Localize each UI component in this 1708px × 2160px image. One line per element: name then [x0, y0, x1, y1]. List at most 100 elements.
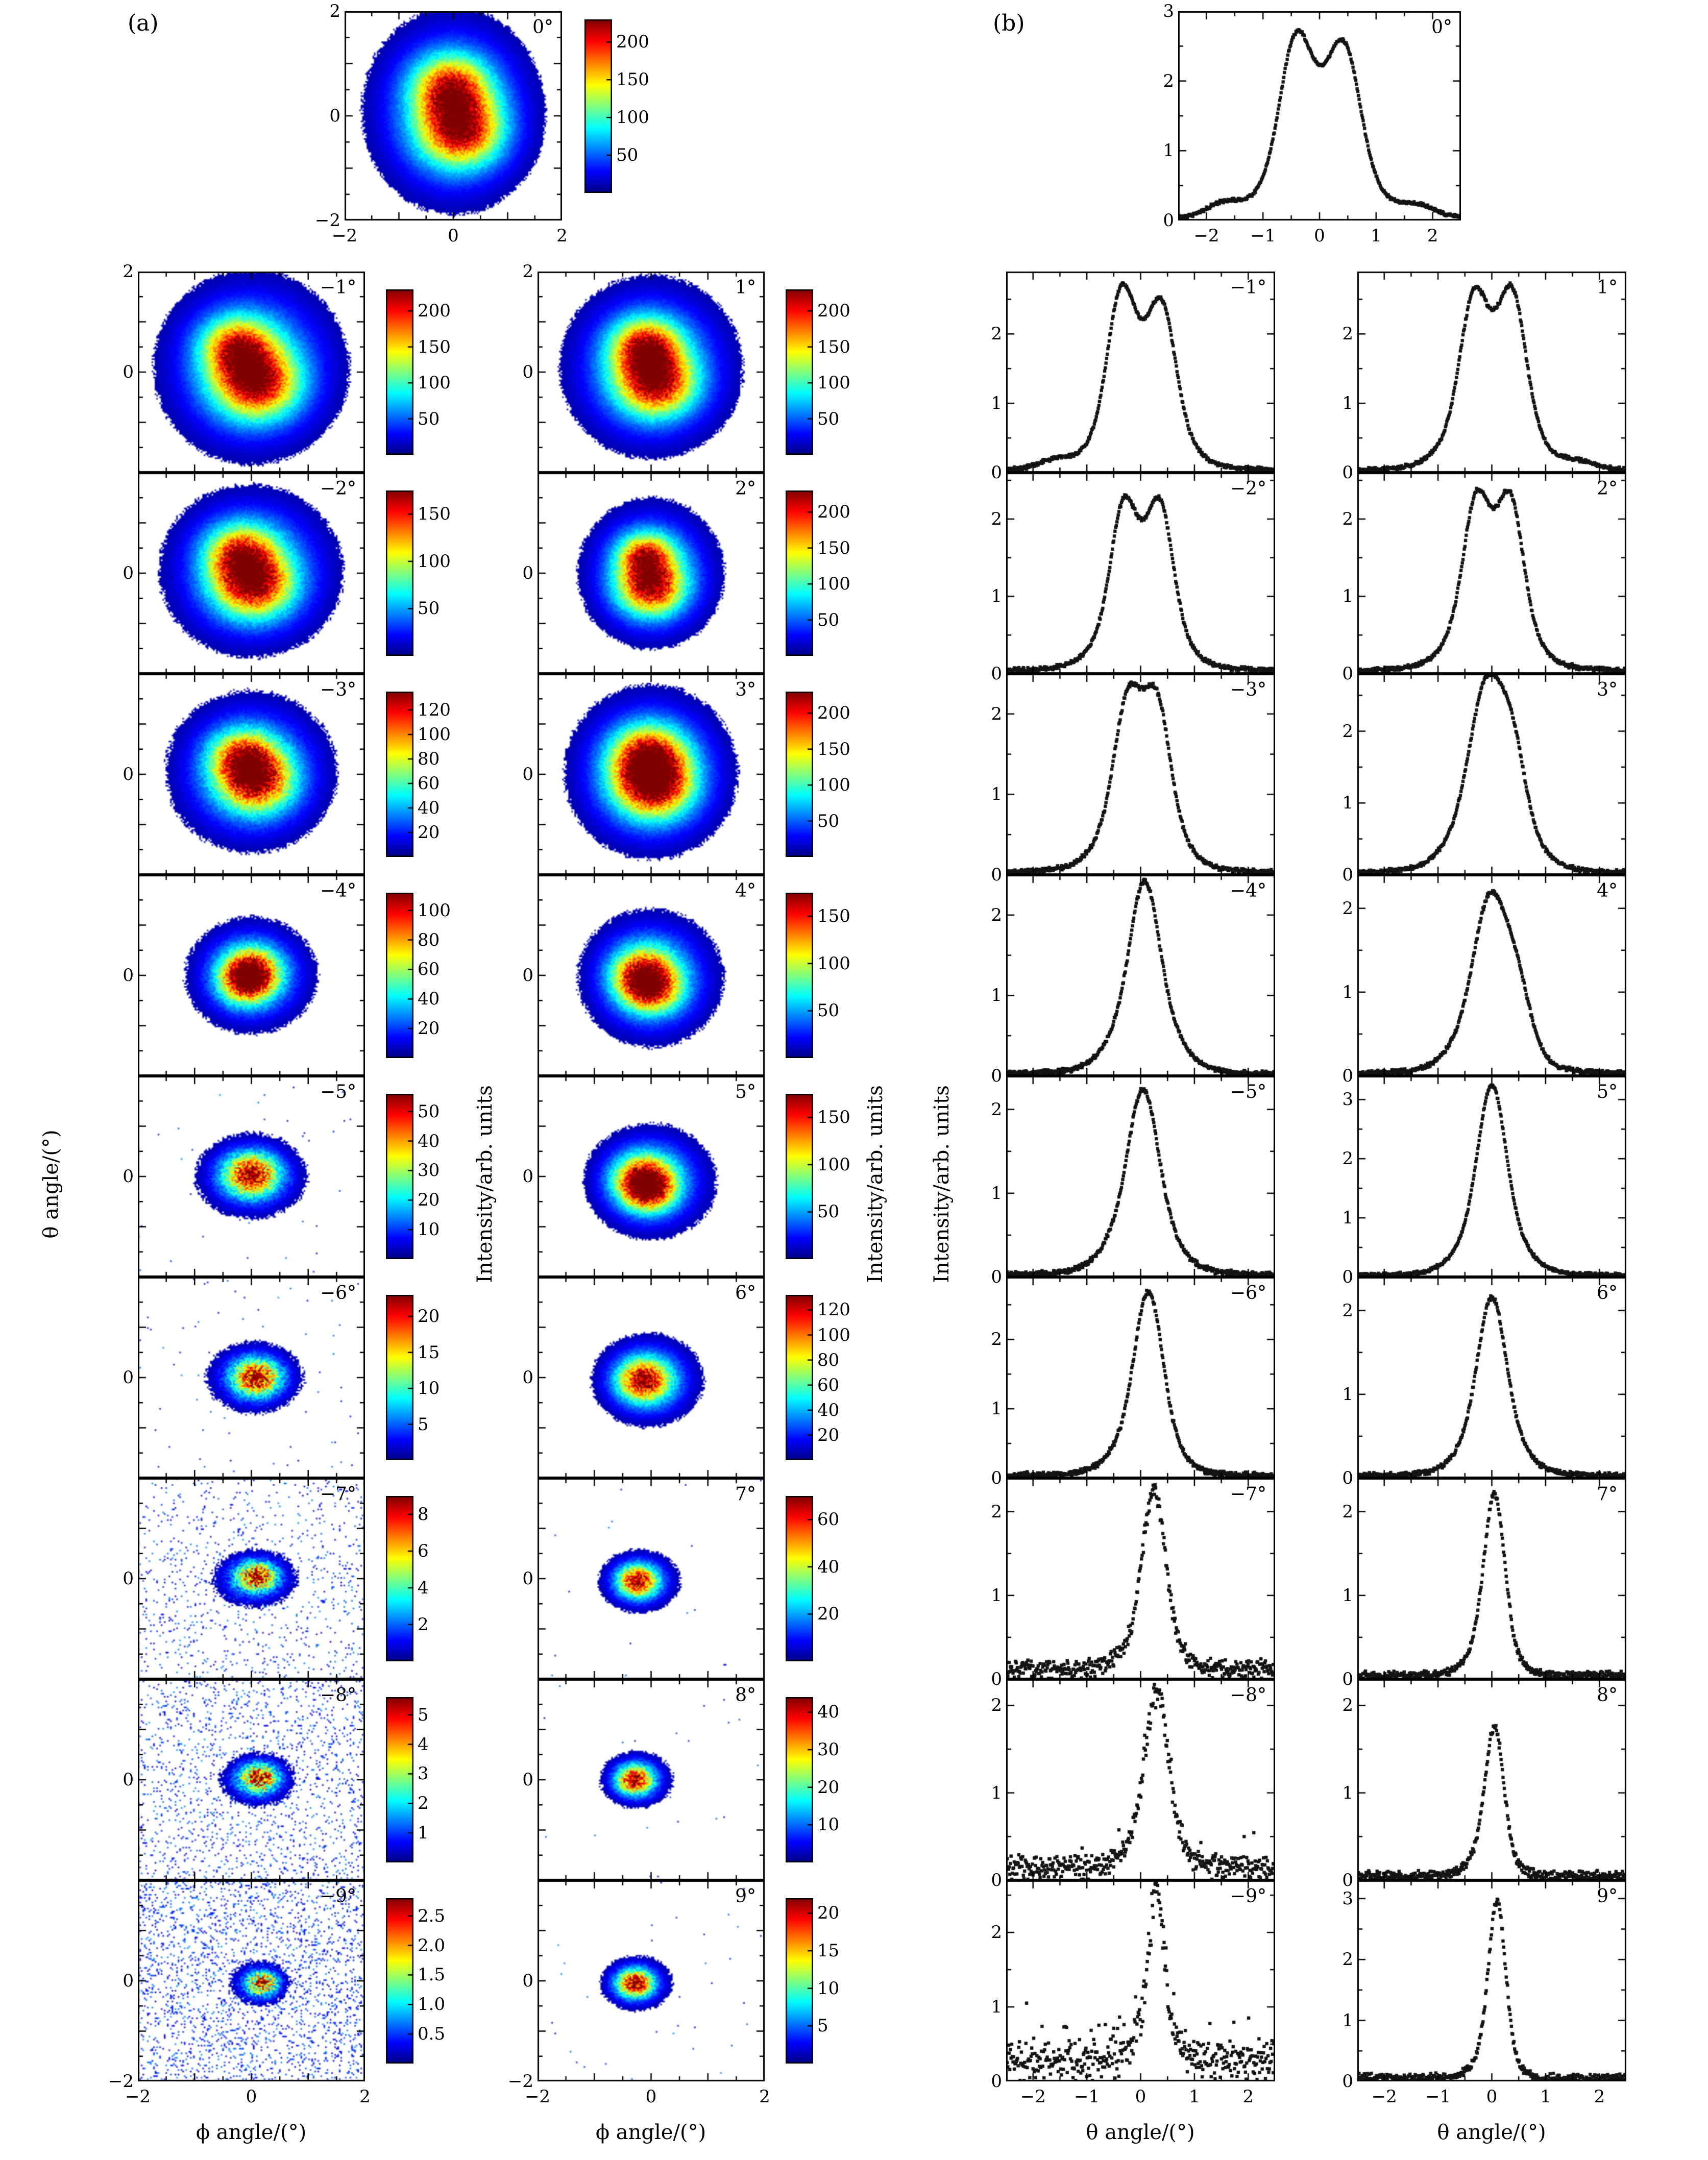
- colorbar-tick-label: 20: [817, 1777, 840, 1798]
- y-tick-label: 0: [329, 106, 340, 126]
- y-tick-label: 1: [1342, 1208, 1353, 1229]
- panel-b-y-axis-label: Intensity/arb. units: [930, 1085, 954, 1283]
- y-tick-label: 2: [522, 261, 533, 282]
- y-tick-label: 0: [991, 865, 1002, 885]
- y-tick-label: 0: [522, 1770, 533, 1790]
- colorbar-7°: [786, 1496, 813, 1661]
- x-tick-label: −2: [331, 226, 358, 246]
- y-tick-label: 1: [991, 1398, 1002, 1419]
- y-tick-label: 3: [1342, 1089, 1353, 1110]
- colorbar-tick-label: 1.5: [418, 1965, 446, 1985]
- colorbar-tick-label: 40: [418, 1131, 440, 1151]
- x-tick-label: 2: [1242, 2087, 1254, 2107]
- y-tick-label: 0: [522, 764, 533, 784]
- colorbar-tick-label: 150: [817, 336, 850, 357]
- colorbar-4°: [786, 893, 813, 1058]
- colorbar-−3°: [386, 692, 413, 857]
- colorbar-−8°: [386, 1697, 413, 1862]
- colorbar-tick-label: 1.0: [418, 1994, 446, 2015]
- y-tick-label: 0: [522, 1367, 533, 1388]
- angle-label: −6°: [320, 1283, 356, 1304]
- heatmap-−4°: [138, 875, 365, 1076]
- y-tick-label: 1: [1342, 393, 1353, 414]
- angle-label: −8°: [1230, 1685, 1266, 1706]
- colorbar-tick-label: 50: [817, 1000, 840, 1021]
- colorbar-tick-label: 200: [418, 301, 451, 322]
- angle-label: 5°: [1597, 1082, 1618, 1102]
- y-tick-label: 1: [1342, 2010, 1353, 2031]
- colorbar-9°: [786, 1898, 813, 2064]
- y-tick-label: 1: [1342, 793, 1353, 814]
- x-tick-label: −1: [1074, 2087, 1100, 2107]
- colorbar-5°: [786, 1094, 813, 1259]
- angle-label: 4°: [1597, 880, 1618, 901]
- y-tick-label: 2: [991, 324, 1002, 345]
- profile-5°: [1357, 1076, 1626, 1277]
- profile-6°: [1357, 1277, 1626, 1478]
- colorbar-tick-label: 40: [817, 1556, 840, 1577]
- colorbar-tick-label: 3: [418, 1763, 429, 1784]
- heatmap-9°: [538, 1880, 765, 2081]
- y-tick-label: 0: [1342, 2071, 1353, 2092]
- colorbar-tick-label: 50: [418, 1101, 440, 1122]
- y-tick-label: 0: [123, 1971, 134, 1991]
- y-tick-label: 2: [991, 1695, 1002, 1716]
- panel-b-label: (b): [993, 10, 1025, 36]
- colorbar-tick-label: 50: [616, 145, 639, 166]
- y-tick-label: 2: [1342, 1300, 1353, 1321]
- heatmap-−1°: [138, 272, 365, 473]
- angle-label: 4°: [735, 880, 756, 901]
- angle-label: 7°: [1597, 1484, 1618, 1505]
- x-tick-label: 0: [645, 2087, 657, 2107]
- x-tick-label: −2: [125, 2087, 151, 2107]
- y-tick-label: 0: [522, 1166, 533, 1187]
- y-tick-label: 2: [1342, 898, 1353, 919]
- colorbar-tick-label: 100: [418, 373, 451, 394]
- colorbar-tick-label: 120: [817, 1299, 850, 1320]
- angle-label: 2°: [1597, 478, 1618, 499]
- angle-label: −1°: [1230, 277, 1266, 298]
- colorbar-tick-label: 200: [817, 301, 850, 322]
- y-tick-label: 0: [1342, 1468, 1353, 1488]
- x-tick-label: 2: [759, 2087, 770, 2107]
- y-tick-label: 0: [123, 563, 134, 583]
- angle-label: 1°: [735, 277, 756, 298]
- heatmap-−7°: [138, 1478, 365, 1679]
- x-tick-label: −2: [1020, 2087, 1046, 2107]
- colorbar-tick-label: 15: [418, 1342, 440, 1363]
- y-tick-label: 0: [1342, 462, 1353, 483]
- y-tick-label: 0: [991, 1669, 1002, 1689]
- profile-−4°: [1006, 875, 1275, 1076]
- profile-8°: [1357, 1679, 1626, 1880]
- colorbar-tick-label: 100: [418, 551, 451, 572]
- panel-b-x-axis-label-col1: θ angle/(°): [1086, 2121, 1195, 2144]
- angle-label: −7°: [1230, 1484, 1266, 1505]
- y-tick-label: 0: [1342, 1066, 1353, 1086]
- y-tick-label: 0: [123, 1166, 134, 1187]
- colorbar-tick-label: 20: [418, 1018, 440, 1039]
- y-tick-label: 1: [991, 393, 1002, 414]
- colorbar-tick-label: 60: [817, 1509, 840, 1530]
- colorbar-tick-label: 150: [418, 336, 451, 357]
- colorbar-tick-label: 2: [418, 1614, 429, 1635]
- colorbar-6°: [786, 1295, 813, 1460]
- heatmap-6°: [538, 1277, 765, 1478]
- colorbar-tick-label: 4: [418, 1734, 429, 1755]
- y-tick-label: 1: [1342, 1585, 1353, 1606]
- y-tick-label: 0: [522, 563, 533, 583]
- colorbar-tick-label: 50: [817, 609, 840, 630]
- y-tick-label: −2: [108, 2071, 134, 2092]
- colorbar-tick-label: 8: [418, 1504, 429, 1525]
- profile-4°: [1357, 875, 1626, 1076]
- y-tick-label: 2: [1342, 1949, 1353, 1970]
- y-tick-label: 0: [991, 2071, 1002, 2092]
- colorbar-tick-label: 40: [418, 989, 440, 1010]
- colorbar-tick-label: 150: [817, 906, 850, 927]
- colorbar-tick-label: 50: [817, 811, 840, 831]
- y-tick-label: 0: [1342, 865, 1353, 885]
- y-tick-label: 2: [1163, 70, 1174, 91]
- colorbar-tick-label: 200: [616, 32, 649, 53]
- y-tick-label: 1: [991, 784, 1002, 805]
- y-tick-label: 1: [991, 1997, 1002, 2018]
